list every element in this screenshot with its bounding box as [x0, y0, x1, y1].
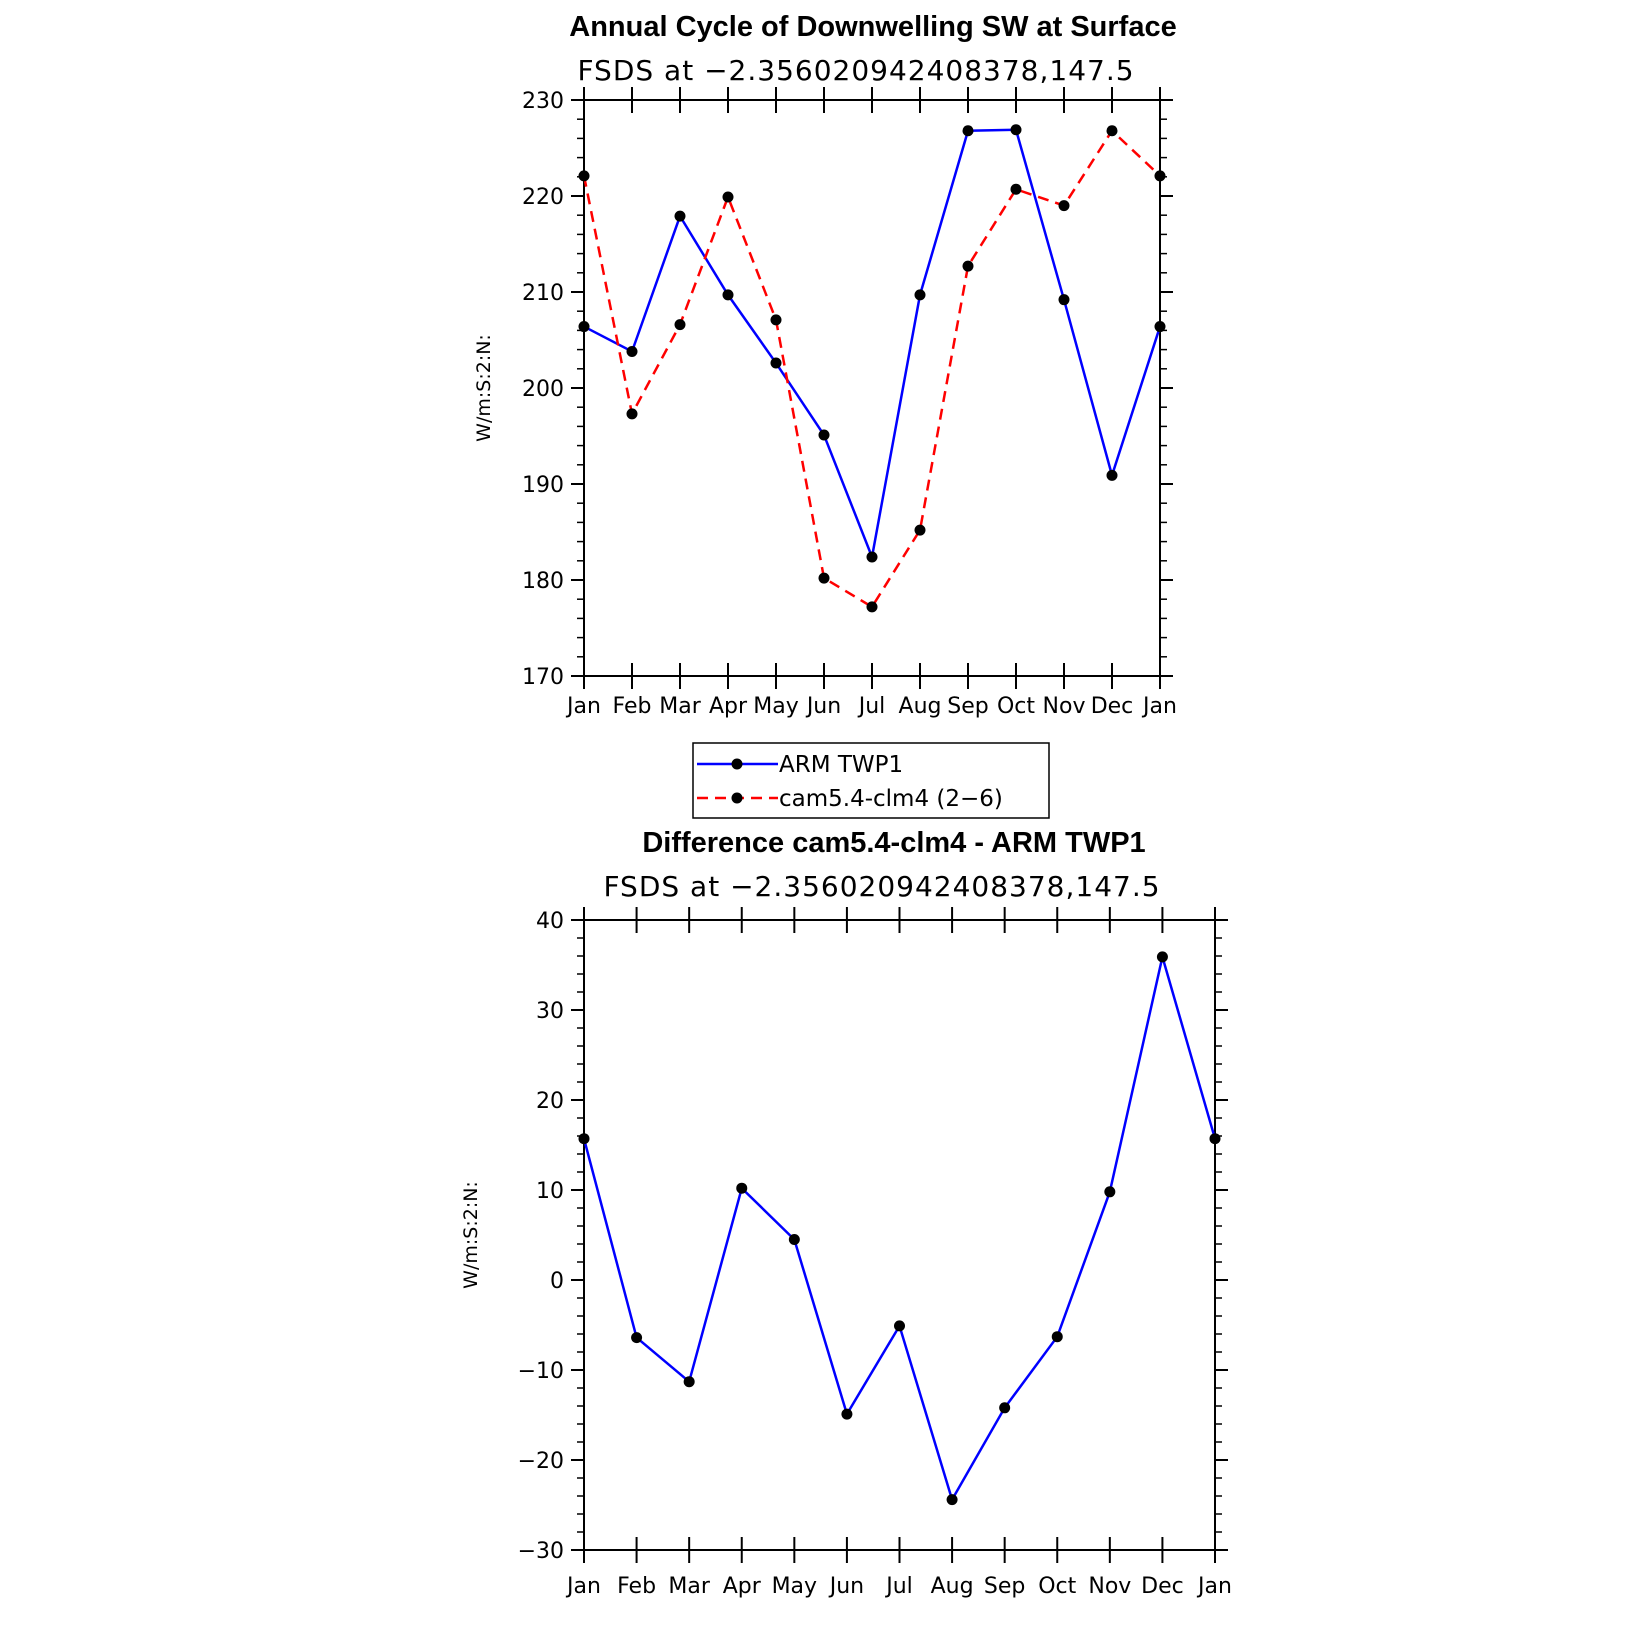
annual-series-0-point	[962, 125, 974, 137]
annual-series-0-point	[674, 210, 686, 222]
annual-y-tick-label: 220	[522, 185, 564, 210]
difference-y-tick-label: 30	[536, 999, 564, 1024]
annual-series-0-point	[626, 346, 638, 358]
annual-series-0-point	[1058, 294, 1070, 306]
annual-series-1-point	[626, 408, 638, 420]
difference-plot-frame	[583, 919, 1216, 1551]
difference-y-axis-label: W/m:S:2:N:	[460, 1181, 482, 1289]
annual-series-0-point	[818, 429, 830, 441]
legend-swatch-marker	[731, 792, 743, 804]
difference-y-tick-label: 0	[550, 1269, 564, 1294]
annual-x-tick-label: Sep	[947, 694, 988, 719]
annual-series-0-point	[722, 289, 734, 301]
annual-series-0-point	[866, 551, 878, 563]
difference-series-0-point	[1209, 1133, 1221, 1145]
annual-x-tick-label: Nov	[1043, 694, 1086, 719]
difference-x-tick-label: Jul	[884, 1574, 913, 1599]
difference-y-tick-label: −20	[518, 1449, 564, 1474]
difference-x-tick-label: May	[772, 1574, 817, 1599]
annual-x-tick-label: Jan	[1141, 694, 1177, 719]
difference-series-0-point	[946, 1494, 958, 1506]
legend-entry-label: cam5.4-clm4 (2−6)	[779, 786, 1003, 812]
annual-plot-frame	[583, 99, 1161, 677]
annual-series-1-point	[962, 260, 974, 272]
annual-series-0-point	[578, 321, 590, 333]
annual-series-1-point	[674, 319, 686, 331]
annual-series-1-point	[1106, 125, 1118, 137]
difference-chart: Difference cam5.4-clm4 - ARM TWP1 FSDS a…	[460, 827, 1232, 1599]
difference-x-tick-label: Jun	[828, 1574, 864, 1599]
legend-swatch-marker	[731, 758, 743, 770]
difference-x-tick-label: Nov	[1088, 1574, 1131, 1599]
annual-series-1-point	[1058, 200, 1070, 212]
annual-x-tick-label: Mar	[659, 694, 701, 719]
annual-y-tick-label: 200	[522, 377, 564, 402]
annual-series-1-point	[914, 524, 926, 536]
annual-cycle-subtitle: FSDS at −2.356020942408378,147.5	[577, 54, 1134, 87]
annual-x-tick-label: Oct	[997, 694, 1035, 719]
annual-x-tick-label: Jun	[805, 694, 841, 719]
annual-x-tick-label: Jan	[565, 694, 601, 719]
annual-series-1-line	[582, 128, 1161, 609]
annual-y-tick-label: 170	[522, 665, 564, 690]
annual-series-0-point	[770, 357, 782, 369]
difference-series-0-point	[1156, 951, 1168, 963]
annual-y-tick-label: 230	[522, 89, 564, 114]
difference-x-tick-label: Jan	[565, 1574, 601, 1599]
difference-series-0-point	[894, 1320, 905, 1332]
difference-series-0-point	[736, 1182, 748, 1194]
difference-series-0-point	[788, 1234, 800, 1245]
annual-series-1-point	[578, 170, 590, 182]
difference-series-0-point	[578, 1133, 590, 1145]
difference-series-0-point	[683, 1376, 695, 1388]
annual-y-tick-label: 190	[522, 473, 564, 498]
annual-series-1-point	[866, 601, 878, 613]
difference-x-tick-label: Feb	[617, 1574, 656, 1599]
difference-x-tick-label: Mar	[668, 1574, 710, 1599]
annual-x-tick-label: May	[753, 694, 798, 719]
difference-x-tick-label: Jan	[1196, 1574, 1232, 1599]
annual-series-1-point	[1010, 183, 1022, 195]
difference-y-tick-label: −10	[518, 1359, 564, 1384]
annual-cycle-chart: Annual Cycle of Downwelling SW at Surfac…	[473, 11, 1177, 819]
annual-x-tick-label: Jul	[857, 694, 886, 719]
difference-series-0-point	[1051, 1331, 1063, 1343]
difference-series-0-line	[582, 956, 1217, 1503]
difference-y-tick-label: 20	[536, 1089, 564, 1114]
difference-y-tick-label: 10	[536, 1179, 564, 1204]
annual-series-0-point	[1010, 124, 1022, 136]
annual-series-0-point	[914, 289, 926, 301]
annual-cycle-title: Annual Cycle of Downwelling SW at Surfac…	[569, 11, 1176, 43]
annual-y-axis-label: W/m:S:2:N:	[473, 334, 495, 442]
legend-box	[692, 742, 1050, 819]
annual-series-1-point	[770, 314, 782, 326]
annual-series-1-point	[1154, 170, 1166, 182]
difference-series-0-point	[1104, 1186, 1116, 1198]
annual-x-tick-label: Aug	[899, 694, 942, 719]
legend-entry-label: ARM TWP1	[779, 752, 903, 778]
annual-y-tick-label: 180	[522, 569, 564, 594]
difference-x-tick-label: Aug	[931, 1574, 974, 1599]
annual-series-1-point	[818, 572, 830, 584]
annual-x-tick-label: Apr	[709, 694, 748, 719]
difference-series-0-point	[631, 1332, 643, 1344]
difference-y-tick-label: 40	[536, 909, 564, 934]
annual-series-0-line	[583, 128, 1162, 562]
annual-series-1-point	[722, 191, 734, 203]
difference-x-tick-label: Sep	[984, 1574, 1025, 1599]
difference-subtitle: FSDS at −2.356020942408378,147.5	[603, 870, 1160, 903]
difference-x-tick-label: Apr	[723, 1574, 762, 1599]
difference-title: Difference cam5.4-clm4 - ARM TWP1	[642, 827, 1145, 859]
difference-y-tick-label: −30	[518, 1539, 564, 1564]
annual-x-tick-label: Dec	[1091, 694, 1134, 719]
difference-series-0-point	[841, 1408, 853, 1420]
difference-x-tick-label: Dec	[1141, 1574, 1184, 1599]
difference-x-tick-label: Oct	[1038, 1574, 1076, 1599]
annual-series-0-point	[1106, 469, 1118, 481]
annual-x-tick-label: Feb	[613, 694, 652, 719]
difference-series-0-point	[999, 1402, 1011, 1414]
annual-y-tick-label: 210	[522, 281, 564, 306]
annual-series-0-point	[1154, 321, 1166, 333]
